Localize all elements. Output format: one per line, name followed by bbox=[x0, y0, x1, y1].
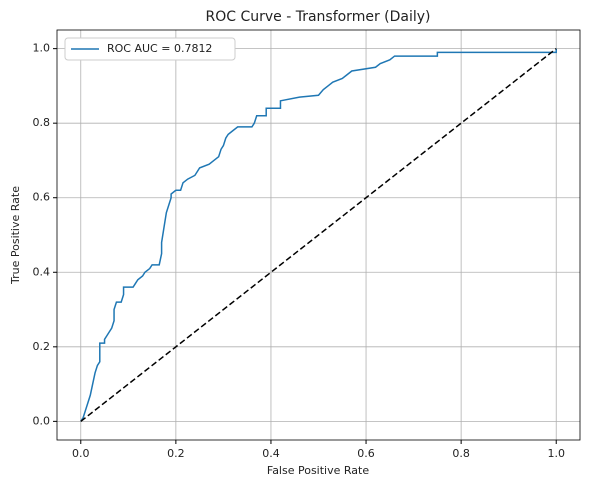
legend-box bbox=[64, 37, 236, 61]
y-tick-label: 0.2 bbox=[33, 340, 51, 353]
x-tick-label: 0.6 bbox=[357, 447, 375, 460]
y-tick-label: 0.6 bbox=[33, 191, 51, 204]
y-tick-label: 0.8 bbox=[33, 116, 51, 129]
x-tick-label: 0.2 bbox=[167, 447, 185, 460]
y-axis-label: True Positive Rate bbox=[9, 186, 22, 285]
series-line bbox=[80, 48, 557, 422]
series-line bbox=[80, 48, 557, 422]
x-axis-label: False Positive Rate bbox=[267, 464, 369, 477]
y-tick-label: 0.0 bbox=[33, 414, 51, 427]
x-tick-label: 1.0 bbox=[547, 447, 565, 460]
y-tick-label: 0.4 bbox=[33, 265, 51, 278]
legend-label: ROC AUC = 0.7812 bbox=[107, 42, 212, 55]
x-tick-label: 0.0 bbox=[72, 447, 90, 460]
y-tick-label: 1.0 bbox=[33, 42, 51, 55]
plot-frame bbox=[56, 29, 581, 441]
x-tick-label: 0.4 bbox=[262, 447, 280, 460]
chart-title: ROC Curve - Transformer (Daily) bbox=[205, 9, 430, 25]
x-tick-label: 0.8 bbox=[452, 447, 470, 460]
